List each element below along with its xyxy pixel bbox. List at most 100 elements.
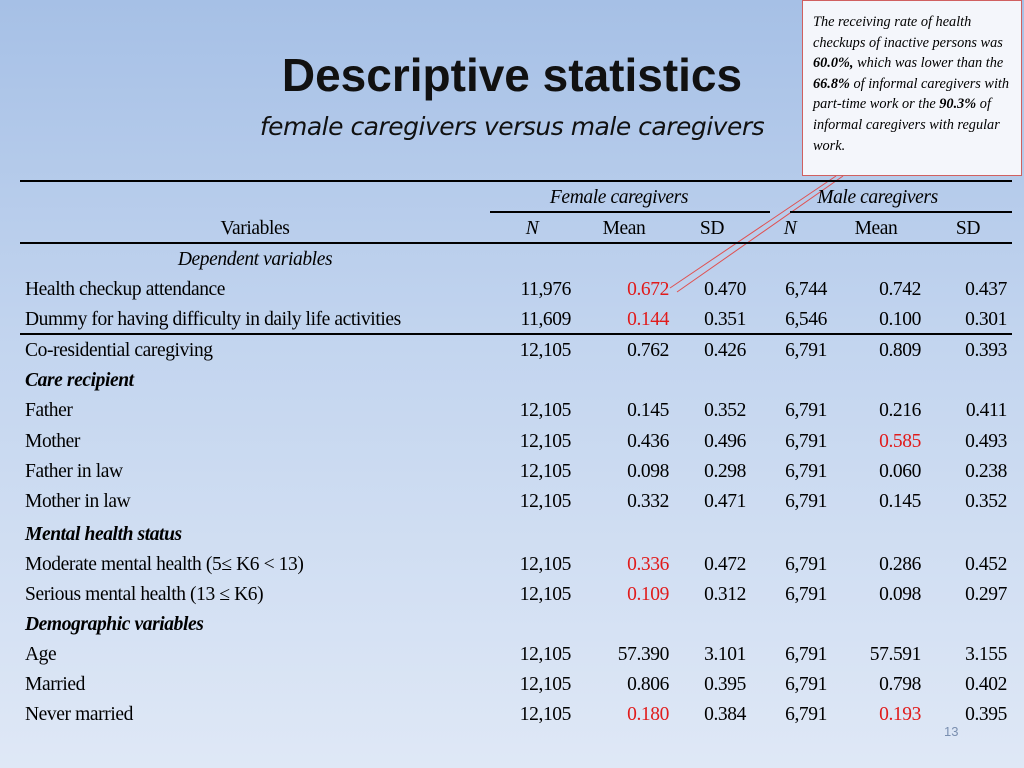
cell-m-sd: 0.301 bbox=[965, 309, 1007, 330]
callout-text-3: of informal caregivers with part-time wo… bbox=[813, 75, 1010, 113]
cell-f-sd: 0.384 bbox=[704, 704, 746, 725]
row-label: Co-residential caregiving bbox=[25, 340, 213, 361]
cell-f-sd: 0.496 bbox=[704, 431, 746, 452]
male-group-rule bbox=[790, 211, 1012, 213]
page-number: 13 bbox=[944, 724, 959, 739]
cell-m-n: 6,791 bbox=[785, 491, 827, 512]
cell-m-sd: 0.411 bbox=[965, 400, 1008, 421]
cell-f-n: 12,105 bbox=[519, 704, 572, 725]
row-label: Health checkup attendance bbox=[25, 279, 226, 300]
cell-f-n: 12,105 bbox=[519, 431, 572, 452]
callout-value-2: 66.8% bbox=[813, 75, 850, 92]
row-label: Serious mental health (13 ≤ K6) bbox=[25, 584, 264, 605]
cell-f-n: 12,105 bbox=[519, 674, 572, 695]
cell-m-sd: 0.352 bbox=[965, 491, 1007, 512]
cell-m-n: 6,791 bbox=[785, 644, 827, 665]
cell-f-sd: 0.470 bbox=[704, 279, 746, 300]
table-top-rule bbox=[20, 180, 1012, 182]
cell-m-n: 6,791 bbox=[785, 461, 827, 482]
cell-m-mean: 0.585 bbox=[879, 431, 921, 452]
cell-f-sd: 0.352 bbox=[704, 400, 746, 421]
cell-f-mean: 0.672 bbox=[627, 279, 669, 300]
cell-m-n: 6,546 bbox=[785, 309, 827, 330]
row-label: Father bbox=[25, 400, 73, 421]
cell-m-mean: 0.742 bbox=[879, 279, 921, 300]
cell-f-n: 12,105 bbox=[519, 644, 572, 665]
cell-m-mean: 57.591 bbox=[869, 644, 922, 665]
callout-note: The receiving rate of health checkups of… bbox=[802, 0, 1022, 176]
cell-f-mean: 0.180 bbox=[627, 704, 669, 725]
cell-m-sd: 3.155 bbox=[965, 644, 1007, 665]
cell-f-sd: 0.351 bbox=[704, 309, 746, 330]
row-label: Dummy for having difficulty in daily lif… bbox=[25, 309, 401, 330]
section-header: Care recipient bbox=[25, 370, 134, 391]
cell-f-n: 12,105 bbox=[519, 491, 572, 512]
row-label: Age bbox=[25, 644, 57, 665]
cell-f-sd: 0.426 bbox=[704, 340, 746, 361]
cell-m-mean: 0.060 bbox=[879, 461, 921, 482]
dependent-bottom-rule bbox=[20, 333, 1012, 335]
row-label: Married bbox=[25, 674, 86, 695]
cell-f-sd: 0.472 bbox=[704, 554, 746, 575]
row-label: Father in law bbox=[25, 461, 123, 482]
cell-m-mean: 0.193 bbox=[879, 704, 921, 725]
slide-subtitle: female caregivers versus male caregivers bbox=[259, 112, 765, 141]
cell-m-mean: 0.098 bbox=[879, 584, 921, 605]
row-label: Moderate mental health (5≤ K6 < 13) bbox=[25, 554, 304, 575]
row-label: Never married bbox=[25, 704, 133, 725]
cell-m-sd: 0.402 bbox=[965, 674, 1007, 695]
header-female-n: N bbox=[525, 218, 539, 239]
cell-m-sd: 0.297 bbox=[965, 584, 1007, 605]
cell-f-mean: 0.762 bbox=[627, 340, 669, 361]
row-label: Mother bbox=[25, 431, 81, 452]
slide-title: Descriptive statistics bbox=[281, 49, 743, 101]
header-female-mean: Mean bbox=[602, 218, 646, 239]
cell-m-mean: 0.216 bbox=[879, 400, 921, 421]
cell-m-n: 6,791 bbox=[785, 400, 827, 421]
cell-f-sd: 0.298 bbox=[704, 461, 746, 482]
cell-f-n: 12,105 bbox=[519, 584, 572, 605]
cell-m-n: 6,791 bbox=[785, 584, 827, 605]
cell-f-sd: 0.395 bbox=[704, 674, 746, 695]
cell-f-mean: 0.144 bbox=[627, 309, 669, 330]
section-header: Mental health status bbox=[25, 524, 182, 545]
cell-m-mean: 0.809 bbox=[879, 340, 921, 361]
header-bottom-rule bbox=[20, 242, 1012, 244]
cell-f-sd: 0.312 bbox=[704, 584, 746, 605]
cell-f-mean: 0.332 bbox=[627, 491, 669, 512]
header-male-n: N bbox=[783, 218, 797, 239]
header-male-caregivers: Male caregivers bbox=[817, 187, 938, 208]
row-label: Mother in law bbox=[25, 491, 131, 512]
cell-m-sd: 0.395 bbox=[965, 704, 1007, 725]
callout-text-1: The receiving rate of health checkups of… bbox=[813, 14, 1003, 51]
cell-m-mean: 0.286 bbox=[879, 554, 921, 575]
cell-m-sd: 0.393 bbox=[965, 340, 1007, 361]
cell-m-mean: 0.100 bbox=[879, 309, 921, 330]
cell-f-sd: 0.471 bbox=[704, 491, 746, 512]
cell-m-n: 6,791 bbox=[785, 554, 827, 575]
callout-value-1: 60.0%, bbox=[813, 55, 854, 72]
cell-m-sd: 0.452 bbox=[965, 554, 1007, 575]
section-header: Demographic variables bbox=[25, 614, 204, 635]
cell-m-sd: 0.493 bbox=[965, 431, 1007, 452]
cell-m-n: 6,791 bbox=[785, 340, 827, 361]
cell-f-mean: 0.436 bbox=[627, 431, 669, 452]
cell-f-n: 12,105 bbox=[519, 400, 572, 421]
cell-f-n: 12,105 bbox=[519, 554, 572, 575]
header-male-mean: Mean bbox=[854, 218, 898, 239]
cell-m-n: 6,791 bbox=[785, 674, 827, 695]
header-male-sd: SD bbox=[955, 218, 981, 239]
cell-m-mean: 0.145 bbox=[879, 491, 921, 512]
cell-f-n: 11,976 bbox=[520, 279, 571, 300]
callout-value-3: 90.3% bbox=[939, 96, 977, 113]
cell-f-sd: 3.101 bbox=[704, 644, 746, 665]
header-female-caregivers: Female caregivers bbox=[549, 187, 689, 208]
section-header: Dependent variables bbox=[177, 249, 333, 270]
cell-f-mean: 0.109 bbox=[627, 584, 669, 605]
cell-f-mean: 0.336 bbox=[627, 554, 669, 575]
cell-f-mean: 0.806 bbox=[627, 674, 669, 695]
cell-m-sd: 0.238 bbox=[965, 461, 1007, 482]
header-female-sd: SD bbox=[699, 218, 725, 239]
cell-m-sd: 0.437 bbox=[965, 279, 1007, 300]
